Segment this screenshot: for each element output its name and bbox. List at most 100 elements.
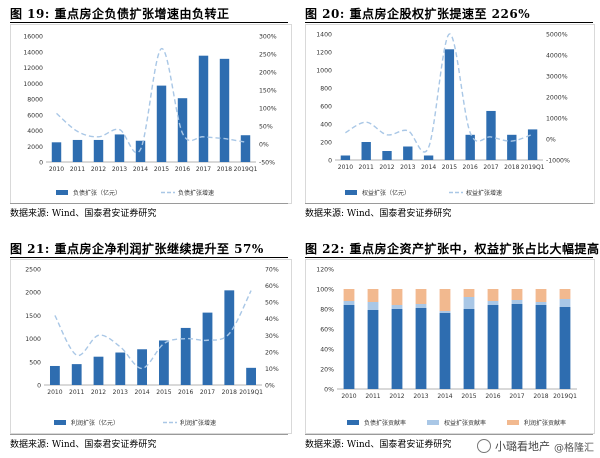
y-tick-label: 40% [320, 347, 334, 354]
x-tick-label: 2017 [200, 389, 215, 396]
stacked-bar-segment [415, 308, 427, 389]
stacked-bar-segment [463, 297, 475, 309]
stacked-bar-segment [343, 301, 355, 305]
x-tick-label: 2015 [156, 389, 171, 396]
figure-19-top-rule [10, 22, 288, 23]
bar [198, 55, 209, 162]
x-tick-label: 2014 [134, 389, 149, 396]
x-tick-label: 2018 [222, 389, 237, 396]
bar [137, 349, 148, 385]
y2-tick-label: 2000% [546, 95, 568, 102]
stacked-bar-segment [511, 304, 523, 389]
y2-tick-label: 40% [265, 316, 279, 323]
x-tick-label: 2011 [359, 164, 374, 171]
figure-21-title: 图 21: 重点房企净利润扩张继续提升至 57% [10, 242, 264, 256]
y2-tick-label: 4000% [546, 53, 568, 60]
y2-tick-label: 60% [265, 283, 279, 290]
legend-label: 权益扩张贡献率 [444, 419, 486, 427]
y-tick-label: 10000 [23, 81, 43, 88]
x-tick-label: 2019Q1 [234, 166, 258, 173]
bar [444, 49, 455, 160]
y-tick-label: 1200 [316, 50, 332, 57]
x-tick-label: 2019Q1 [239, 389, 263, 396]
stacked-bar-segment [511, 300, 523, 304]
x-tick-label: 2013 [112, 166, 127, 173]
stacked-bar-segment [511, 289, 523, 300]
x-tick-label: 2012 [389, 393, 404, 400]
y-tick-label: 1400 [316, 32, 332, 39]
bar [423, 155, 434, 160]
y-tick-label: 1000 [316, 68, 332, 75]
y2-tick-label: 250% [259, 52, 277, 59]
figure-20-source: 数据来源: Wind、国泰君安证券研究 [305, 209, 452, 219]
y-tick-label: 6000 [27, 112, 43, 119]
figure-22-title: 图 22: 重点房企资产扩张中，权益扩张占比大幅提高 [305, 242, 600, 256]
y-tick-label: 80% [320, 307, 334, 314]
watermark: 小璐看地产 @格隆汇 [477, 438, 594, 454]
bar [115, 352, 126, 385]
y-tick-label: 0 [39, 160, 43, 167]
stacked-bar-segment [439, 311, 451, 313]
y-tick-label: 2500 [25, 267, 41, 274]
stacked-bar-segment [463, 309, 475, 389]
stacked-bar-segment [391, 309, 403, 389]
legend-label: 利润扩张增速 [180, 419, 216, 427]
bar [224, 290, 235, 385]
y2-tick-label: 150% [259, 88, 277, 95]
x-tick-label: 2016 [175, 166, 190, 173]
stacked-bar-segment [463, 289, 475, 297]
figure-20-bottom-rule [305, 203, 593, 204]
y-tick-label: 1000 [25, 336, 41, 343]
x-tick-label: 2012 [91, 389, 106, 396]
stacked-bar-segment [439, 313, 451, 389]
legend-swatch [56, 190, 68, 195]
x-tick-label: 2015 [154, 166, 169, 173]
x-tick-label: 2013 [413, 393, 428, 400]
bar [93, 139, 104, 162]
figure-22-source: 数据来源: Wind、国泰君安证券研究 [305, 440, 452, 450]
chart-asset-expansion-composition: 0% 20% 40% 60% 80% 100% 120% 2010 2011 2012 2013 20… [305, 259, 595, 434]
stacked-bar-segment [367, 302, 379, 310]
watermark-sub: @格隆汇 [554, 442, 594, 454]
x-tick-label: 2018 [533, 393, 548, 400]
x-tick-label: 2012 [379, 164, 394, 171]
stacked-bar-segment [439, 289, 451, 311]
watermark-text: 小璐看地产 [495, 440, 550, 453]
y-tick-label: 500 [29, 359, 41, 366]
stacked-bar-segment [559, 307, 571, 389]
legend-swatch [427, 420, 439, 425]
legend-label: 利润扩张贡献率 [524, 419, 566, 427]
chart-frame [305, 259, 595, 434]
x-tick-label: 2019Q1 [521, 164, 545, 171]
y2-tick-label: 3000% [546, 74, 568, 81]
y-tick-label: 400 [320, 122, 332, 129]
growth-line [54, 290, 252, 370]
y-tick-label: 1500 [25, 313, 41, 320]
legend-label: 权益扩张增速 [466, 189, 502, 197]
stacked-bar-segment [343, 289, 355, 301]
figure-20-title: 图 20: 重点房企股权扩张提速至 226% [305, 7, 531, 21]
figure-19-title: 图 19: 重点房企负债扩张增速由负转正 [10, 7, 230, 21]
x-tick-label: 2010 [338, 164, 353, 171]
stacked-bar-segment [343, 305, 355, 389]
y-tick-label: 200 [320, 140, 332, 147]
y2-tick-label: 5000% [546, 32, 568, 39]
bar [486, 110, 496, 160]
bar [156, 85, 167, 162]
y2-tick-label: 200% [259, 70, 277, 77]
y-tick-label: 4000 [27, 128, 43, 135]
bar [158, 340, 169, 385]
x-tick-label: 2011 [70, 166, 85, 173]
x-tick-label: 2017 [483, 164, 498, 171]
stacked-bar-segment [535, 302, 547, 305]
y2-tick-label: 300% [259, 34, 277, 41]
stacked-bar-segment [559, 299, 571, 307]
y-tick-label: 16000 [23, 34, 43, 41]
bar [202, 312, 213, 385]
bar [361, 142, 371, 160]
y-tick-label: 0 [328, 158, 332, 165]
figure-21-top-rule [10, 257, 288, 258]
stacked-bar-segment [391, 305, 403, 309]
x-tick-label: 2010 [341, 393, 356, 400]
bar [240, 135, 251, 162]
